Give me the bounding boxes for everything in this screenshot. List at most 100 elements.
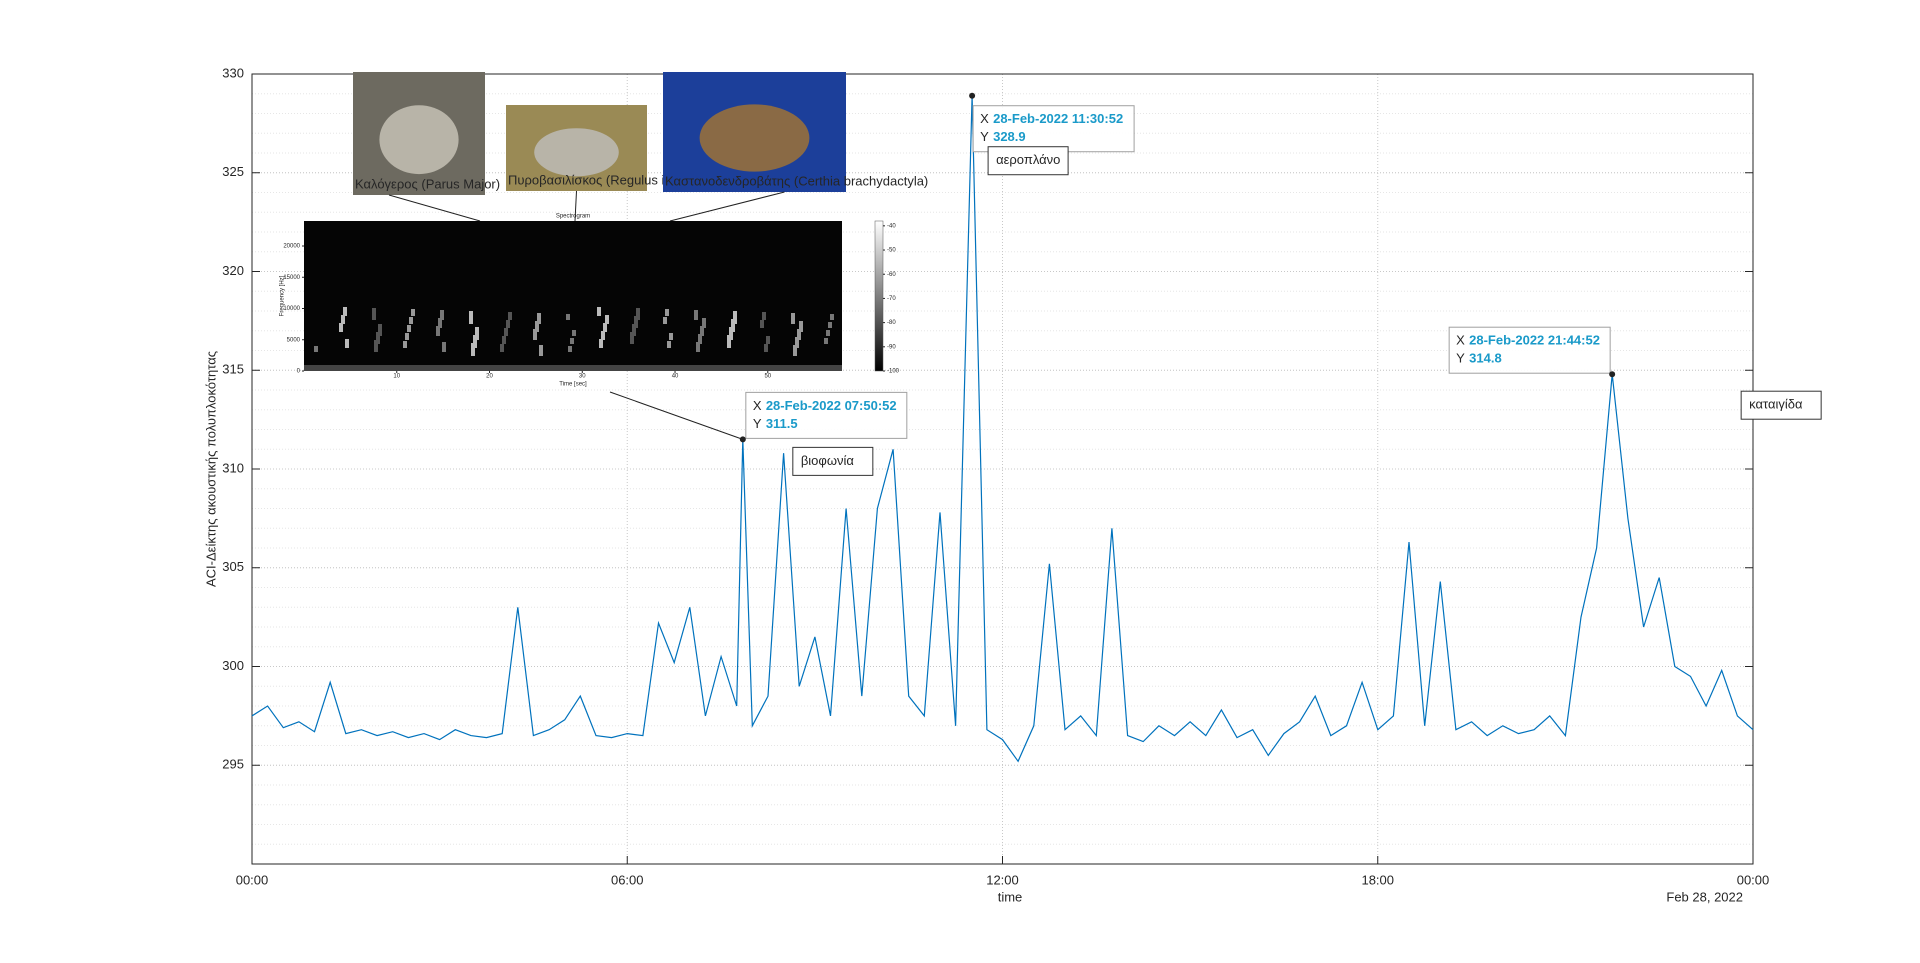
spectrogram-blob [339, 323, 343, 332]
note-box [1740, 390, 1822, 420]
colorbar-tick-label: -80 [887, 320, 896, 326]
note-box [792, 446, 874, 476]
spectrogram-blob [828, 322, 832, 328]
connector [669, 191, 785, 222]
spectrogram-blob [343, 307, 347, 316]
inset-x-tick-label: 50 [764, 374, 771, 380]
spectrogram-blob [760, 320, 764, 328]
spectrogram-blob [766, 336, 770, 344]
x-tick-label: 18:00 [1361, 872, 1394, 887]
spectrogram-blob [605, 315, 609, 324]
datatip-box [745, 391, 908, 439]
spectrogram-blob [436, 326, 440, 336]
spectrogram-blob [729, 327, 733, 340]
datatip-y-value: 314.8 [1469, 351, 1502, 366]
spectrogram-blob [442, 342, 446, 352]
bird-photo: Καλόγερος (Parus Major) [353, 72, 500, 195]
spectrogram-blob [799, 321, 803, 332]
spectrogram-blob [791, 313, 795, 324]
date-label: Feb 28, 2022 [1666, 889, 1743, 904]
spectrogram-blob [407, 325, 411, 332]
spectrogram-blob [568, 346, 572, 352]
spectrogram-blob [601, 331, 605, 340]
spectrogram-blob [665, 309, 669, 316]
plot-frame [251, 73, 1754, 865]
datatip-marker [969, 92, 976, 99]
spectrogram-blob [826, 330, 830, 336]
y-axis-label: ACI-Δείκτης ακουστικής πολυπλοκότητας [203, 351, 218, 587]
spectrogram-blob [405, 333, 409, 340]
note-box [987, 146, 1069, 176]
spectrogram-blob [764, 344, 768, 352]
y-tick-label: 305 [222, 559, 244, 574]
spectrogram-blob [469, 311, 473, 324]
spectrogram-blob [508, 312, 512, 320]
inset-x-tick-label: 40 [672, 374, 679, 380]
inset-x-tick-label: 10 [393, 374, 400, 380]
x-axis-label: time [998, 889, 1023, 904]
bird-body [699, 104, 810, 172]
y-tick-label: 320 [222, 263, 244, 278]
datatip-x-value: 28-Feb-2022 07:50:52 [766, 398, 897, 413]
datatip-x-label: X [980, 111, 989, 126]
bird-photo: Πυροβασιλίσκος (Regulus ignicapilla) [506, 105, 723, 191]
spectrogram-blob [539, 345, 543, 356]
spectrogram-blob [667, 341, 671, 348]
spectrogram-blob [409, 317, 413, 324]
inset-xlabel: Time [sec] [559, 382, 587, 388]
colorbar-tick-label: -40 [887, 223, 896, 229]
x-tick-label: 00:00 [236, 872, 269, 887]
spectrogram-blob [636, 308, 640, 320]
note-label: αεροπλάνο [996, 152, 1060, 167]
spectrogram-blob [632, 324, 636, 336]
spectrogram-blob [345, 339, 349, 348]
spectrogram-blob [630, 332, 634, 344]
colorbar-tick-label: -50 [887, 248, 896, 254]
spectrogram-blob [376, 332, 380, 344]
spectrogram-blob [314, 346, 318, 352]
spectrogram-blob [700, 326, 704, 336]
spectrogram-blob [566, 314, 570, 320]
datatip-x-label: X [1456, 333, 1465, 348]
datatip-x-value: 28-Feb-2022 21:44:52 [1469, 333, 1600, 348]
spectrogram-blob [824, 338, 828, 344]
spectrogram-blob [535, 321, 539, 332]
spectrogram-blob [696, 342, 700, 352]
colorbar-tick-label: -60 [887, 272, 896, 278]
datatip-y-value: 311.5 [766, 416, 798, 431]
spectrogram-blob [475, 327, 479, 340]
spectrogram-blob [597, 307, 601, 316]
y-tick-label: 295 [222, 757, 244, 772]
datatip-x-value: 28-Feb-2022 11:30:52 [993, 111, 1123, 126]
spectrogram-blob [411, 309, 415, 316]
spectrogram-blob [570, 338, 574, 344]
note-label: καταιγίδα [1749, 397, 1803, 412]
spectrogram-blob [502, 336, 506, 344]
spectrogram-blob [830, 314, 834, 320]
spectrogram-blob [438, 318, 442, 328]
bird-photo: Καστανοδενδροβάτης (Certhia brachydactyl… [663, 72, 928, 192]
spectrogram-blob [471, 343, 475, 356]
inset-y-tick-label: 10000 [283, 306, 300, 312]
spectrogram [304, 221, 842, 371]
datatip-y-label: Y [980, 129, 989, 144]
y-tick-label: 330 [222, 65, 244, 80]
spectrogram-floor [304, 365, 842, 371]
spectrogram-blob [537, 313, 541, 324]
spectrogram-blob [694, 310, 698, 320]
spectrogram-blob [731, 319, 735, 332]
spectrogram-blob [669, 333, 673, 340]
inset-y-tick-label: 20000 [283, 244, 300, 250]
spectrogram-blob [403, 341, 407, 348]
datatip-marker [1609, 371, 1616, 378]
colorbar [874, 220, 884, 372]
spectrogram-blob [733, 311, 737, 324]
datatip-y-label: Y [1456, 351, 1465, 366]
spectrogram-blob [506, 320, 510, 328]
x-tick-label: 06:00 [611, 872, 644, 887]
bird-label: Καστανοδενδροβάτης (Certhia brachydactyl… [665, 173, 928, 188]
y-tick-label: 310 [222, 460, 244, 475]
spectrogram-blob [795, 337, 799, 348]
